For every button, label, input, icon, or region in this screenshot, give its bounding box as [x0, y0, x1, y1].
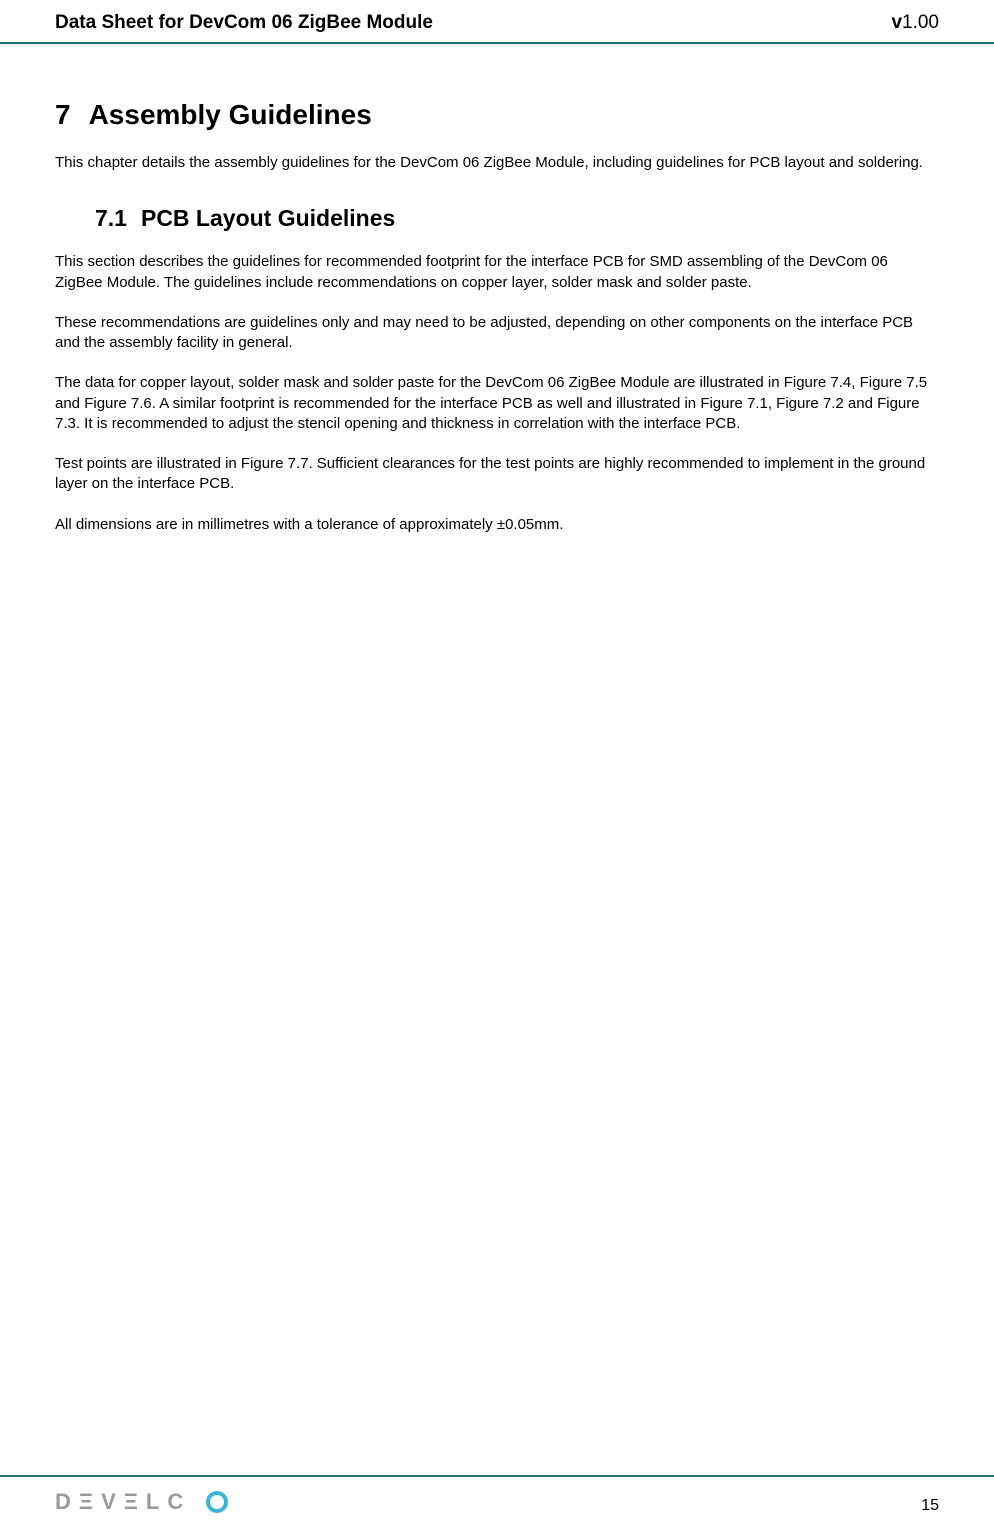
subsection-paragraph: The data for copper layout, solder mask … [55, 373, 939, 434]
header-version: v1.00 [891, 12, 939, 34]
section-title: Assembly Guidelines [89, 99, 372, 130]
subsection-heading: 7.1 PCB Layout Guidelines [55, 205, 939, 232]
header-title: Data Sheet for DevCom 06 ZigBee Module [55, 12, 433, 34]
subsection-paragraph: Test points are illustrated in Figure 7.… [55, 454, 939, 495]
section-number: 7 [55, 99, 71, 131]
section-heading: 7 Assembly Guidelines [55, 99, 939, 131]
page-header: Data Sheet for DevCom 06 ZigBee Module v… [0, 0, 994, 44]
develco-logo-svg: DΞVΞLC [55, 1489, 235, 1515]
subsection-paragraph: These recommendations are guidelines onl… [55, 313, 939, 354]
svg-text:DΞVΞLC: DΞVΞLC [55, 1489, 189, 1514]
subsection-paragraph: This section describes the guidelines fo… [55, 252, 939, 293]
section-intro: This chapter details the assembly guidel… [55, 153, 939, 173]
page-number: 15 [921, 1497, 939, 1515]
header-version-number: 1.00 [902, 12, 939, 33]
page-content: 7 Assembly Guidelines This chapter detail… [0, 44, 994, 535]
develco-logo: DΞVΞLC [55, 1489, 235, 1515]
header-version-prefix: v [891, 12, 902, 33]
page-footer: DΞVΞLC 15 [0, 1475, 994, 1533]
subsection-paragraph: All dimensions are in millimetres with a… [55, 515, 939, 535]
subsection-number: 7.1 [95, 205, 127, 232]
subsection-title: PCB Layout Guidelines [141, 205, 395, 231]
